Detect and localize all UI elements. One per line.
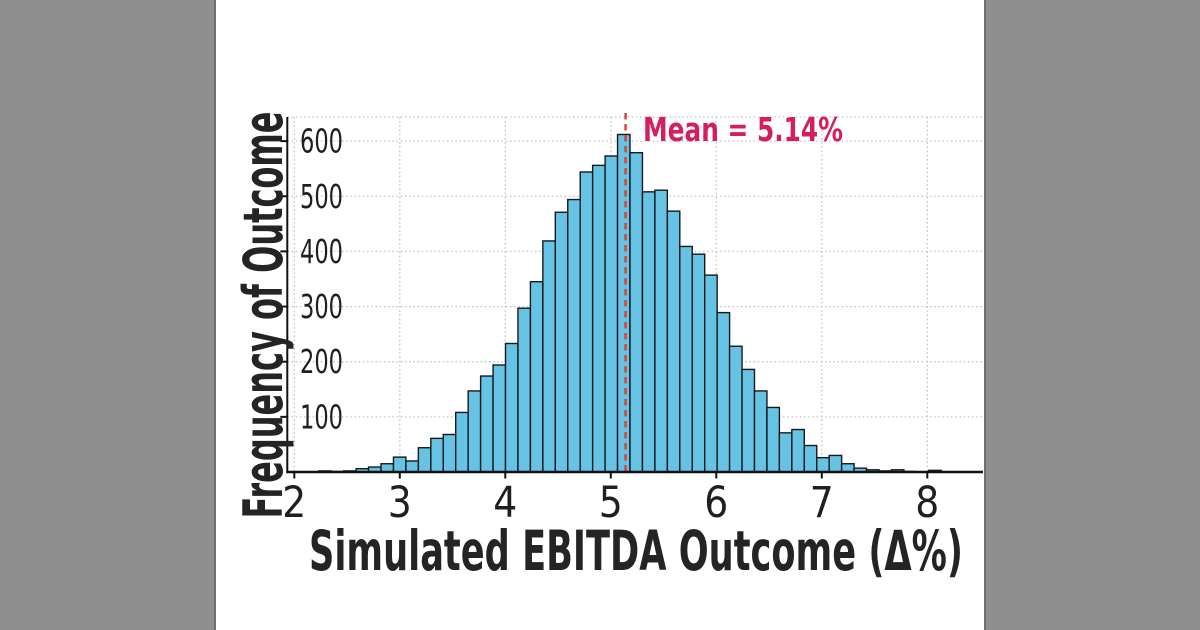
histogram-bar (666, 210, 681, 473)
histogram-bar (741, 368, 756, 473)
bars (318, 133, 942, 473)
histogram-bar (629, 151, 644, 473)
histogram-bar (529, 281, 544, 473)
axes (280, 117, 983, 479)
x-tick-label: 3 (388, 478, 412, 528)
histogram-bar (579, 171, 594, 473)
histogram-bar (716, 311, 731, 473)
histogram-bar (567, 198, 581, 473)
chart-card: 100 200 300 400 500 600 2 3 4 5 6 7 8 Frequency of O… (214, 0, 986, 630)
histogram-bar (405, 460, 420, 473)
histogram-bar (778, 432, 793, 473)
y-tick-label: 600 (300, 122, 343, 161)
y-tick-label: 400 (300, 232, 343, 271)
histogram-bar (492, 364, 507, 473)
histogram-bar (704, 274, 718, 473)
x-axis-label: Simulated EBITDA Outcome (Δ%) (309, 519, 963, 583)
histogram-bar (430, 437, 444, 473)
y-tick-label: 500 (300, 177, 343, 216)
histogram-bar (828, 454, 843, 473)
x-tick-label: 6 (704, 478, 728, 528)
y-tick-label: 300 (300, 287, 343, 326)
y-tick-label: 100 (300, 397, 343, 436)
histogram-bar (616, 133, 631, 473)
x-tick-label: 5 (599, 478, 623, 528)
y-tick-label: 200 (300, 342, 343, 381)
histogram-bar (392, 456, 407, 473)
y-axis-label: Frequency of Outcome (232, 112, 295, 519)
histogram-bar (641, 191, 656, 473)
histogram-chart: 100 200 300 400 500 600 2 3 4 5 6 7 8 Frequency of O… (232, 110, 983, 583)
x-tick-label: 2 (282, 478, 306, 528)
histogram-bar (591, 164, 606, 473)
histogram-bar (691, 253, 706, 473)
histogram-bar (803, 444, 818, 473)
histogram-bar (517, 307, 532, 473)
histogram-bar (604, 155, 619, 473)
histogram-bar (679, 245, 693, 473)
histogram-bar (504, 342, 519, 473)
histogram-bar (728, 345, 743, 473)
histogram-bar (417, 447, 432, 473)
histogram-bar (542, 240, 557, 473)
histogram-bar (554, 211, 569, 473)
histogram-bar (442, 433, 457, 473)
histogram-bar (791, 428, 805, 473)
histogram-bar (816, 456, 830, 473)
mean-annotation: Mean = 5.14% (643, 110, 843, 149)
histogram-bar (753, 390, 768, 473)
histogram-bar (467, 390, 482, 473)
histogram-bar (455, 411, 469, 473)
histogram-bar (766, 406, 781, 473)
histogram-bar (479, 375, 494, 473)
x-tick-label: 7 (810, 478, 834, 528)
x-tick-label: 8 (915, 478, 939, 528)
x-tick-label: 4 (493, 478, 517, 528)
tick-labels: 100 200 300 400 500 600 2 3 4 5 6 7 8 (282, 122, 939, 528)
histogram-bar (654, 189, 669, 473)
